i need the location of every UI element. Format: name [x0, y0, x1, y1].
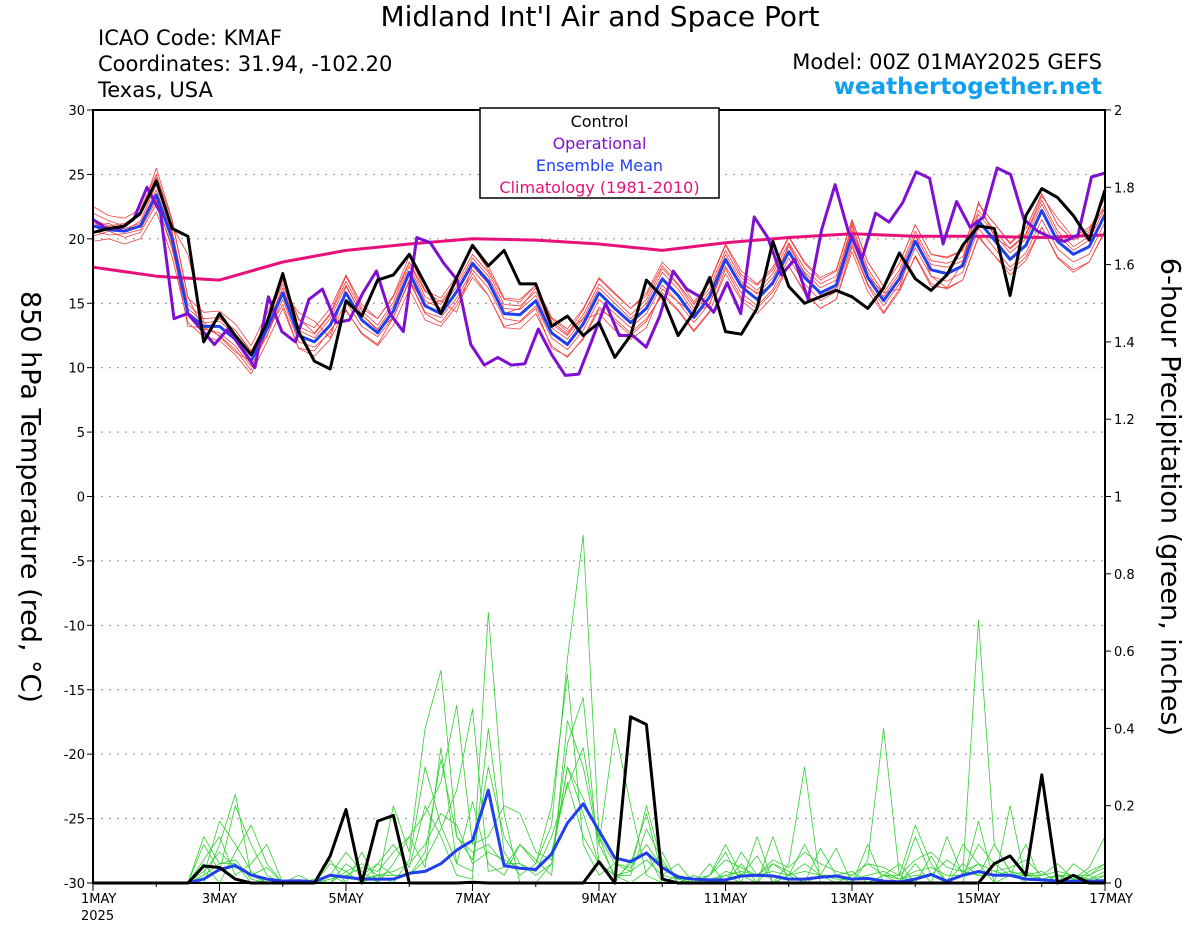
- x-tick-label: 17MAY: [1089, 892, 1133, 907]
- x-tick-label: 5MAY: [328, 892, 363, 907]
- x-tick-label: 15MAY: [957, 892, 1001, 907]
- y-tick-label-left: -15: [64, 684, 85, 699]
- y-tick-label-right: 2: [1114, 104, 1122, 119]
- precip-control-line: [93, 715, 1105, 885]
- climatology-line: [92, 232, 1106, 282]
- main-lines: [92, 166, 1107, 885]
- y-tick-label-left: 25: [68, 168, 85, 183]
- y-tick-label-right: 0.2: [1114, 800, 1135, 815]
- temp-control-line: [92, 179, 1107, 371]
- coordinates: Coordinates: 31.94, -102.20: [98, 52, 393, 76]
- axis-ticks: 302520151050-5-10-15-20-25-3021.81.61.41…: [64, 104, 1135, 924]
- legend-operational: Operational: [553, 134, 647, 153]
- x-tick-label: 3MAY: [202, 892, 237, 907]
- y-tick-label-left: -5: [72, 555, 85, 570]
- y-tick-label-left: 20: [68, 233, 85, 248]
- y-tick-label-left: 30: [68, 104, 85, 119]
- x-tick-label: 7MAY: [455, 892, 490, 907]
- icao-code: ICAO Code: KMAF: [98, 26, 282, 50]
- x-year-label: 2025: [81, 909, 114, 924]
- legend-ensemble-mean: Ensemble Mean: [536, 156, 663, 175]
- y-tick-label-left: 5: [77, 426, 85, 441]
- chart-title: Midland Int'l Air and Space Port: [380, 0, 820, 33]
- legend: Control Operational Ensemble Mean Climatolo…: [479, 107, 720, 199]
- y-tick-label-right: 0: [1114, 877, 1122, 892]
- precip-ensemble-mean-line: [93, 788, 1106, 885]
- y-tick-label-right: 1: [1114, 491, 1122, 506]
- y-tick-label-right: 0.4: [1114, 722, 1135, 737]
- legend-climatology: Climatology (1981-2010): [499, 178, 699, 197]
- y-tick-label-right: 1.6: [1114, 259, 1135, 274]
- y-tick-label-right: 1.2: [1114, 413, 1135, 428]
- y-tick-label-right: 0.6: [1114, 645, 1135, 660]
- brand-link[interactable]: weathertogether.net: [833, 74, 1102, 100]
- x-tick-label: 1MAY: [81, 892, 116, 907]
- temp-member-line: [92, 199, 1106, 367]
- y-tick-label-left: -20: [64, 748, 85, 763]
- legend-box: [479, 107, 720, 199]
- y-tick-label-left: -30: [64, 877, 85, 892]
- x-tick-label: 9MAY: [581, 892, 616, 907]
- y-tick-label-right: 1.4: [1114, 336, 1135, 351]
- x-tick-label: 13MAY: [830, 892, 874, 907]
- precip-member-line: [93, 720, 1106, 884]
- y-tick-label-left: 0: [77, 491, 85, 506]
- precip-member-line: [93, 704, 1106, 884]
- region: Texas, USA: [98, 78, 213, 102]
- y-tick-label-left: 15: [68, 297, 85, 312]
- model-run: Model: 00Z 01MAY2025 GEFS: [792, 50, 1102, 74]
- y-tick-label-right: 1.8: [1114, 181, 1135, 196]
- y-tick-label-left: 10: [68, 362, 85, 377]
- y-tick-label-left: -25: [64, 813, 85, 828]
- grid-lines: [93, 173, 1105, 820]
- x-tick-label: 11MAY: [704, 892, 748, 907]
- y-tick-label-right: 0.8: [1114, 568, 1135, 583]
- legend-control: Control: [571, 112, 629, 131]
- y-tick-label-left: -10: [64, 619, 85, 634]
